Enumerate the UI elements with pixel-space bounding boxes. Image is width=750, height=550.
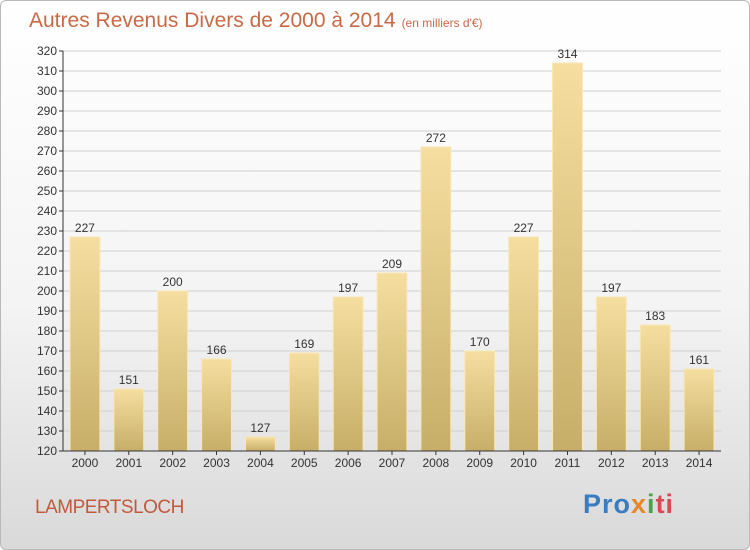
y-axis-ticks: 120 130 140 150 160 170 180 190 200 210 220 230 240 2… xyxy=(37,44,63,458)
x-tick-label: 2003 xyxy=(203,456,230,470)
y-tick-label: 320 xyxy=(37,44,57,58)
y-tick-label: 300 xyxy=(37,84,57,98)
y-tick-label: 200 xyxy=(37,284,57,298)
data-label-2006: 197 xyxy=(338,281,358,295)
data-label-2000: 227 xyxy=(75,221,95,235)
bar-2012 xyxy=(595,296,627,452)
x-tick-label: 2000 xyxy=(72,456,99,470)
data-label-2013: 183 xyxy=(645,309,665,323)
y-tick-label: 240 xyxy=(37,204,57,218)
bar-2007 xyxy=(376,272,408,452)
y-tick-label: 150 xyxy=(37,384,57,398)
axes xyxy=(62,51,721,452)
y-tick-label: 130 xyxy=(37,424,57,438)
x-tick-label: 2014 xyxy=(686,456,713,470)
proxiti-logo[interactable]: Proxiti xyxy=(583,489,674,520)
chart-title: Autres Revenus Divers de 2000 à 2014 (en … xyxy=(29,9,483,33)
y-tick-label: 280 xyxy=(37,124,57,138)
data-label-2001: 151 xyxy=(119,373,139,387)
y-tick-label: 220 xyxy=(37,244,57,258)
y-tick-label: 250 xyxy=(37,184,57,198)
bar-2011 xyxy=(552,62,583,452)
y-tick-label: 180 xyxy=(37,324,57,338)
y-tick-label: 210 xyxy=(37,264,57,278)
y-tick-label: 190 xyxy=(37,304,57,318)
y-tick-label: 230 xyxy=(37,224,57,238)
bar-2006 xyxy=(332,296,364,452)
bar-2004 xyxy=(244,436,276,452)
x-tick-label: 2002 xyxy=(159,456,186,470)
data-label-2002: 200 xyxy=(163,275,183,289)
y-tick-label: 170 xyxy=(37,344,57,358)
data-label-2008: 272 xyxy=(426,131,446,145)
y-tick-label: 310 xyxy=(37,64,57,78)
bar-2002 xyxy=(157,290,189,452)
logo-part-3: i xyxy=(647,489,656,519)
y-tick-label: 140 xyxy=(37,404,57,418)
logo-part-1: Pro xyxy=(583,489,632,519)
data-label-2004: 127 xyxy=(250,421,270,435)
bars-group: 227 151 200 166 127 169 197 209 272 170 227 314 197 1… xyxy=(69,47,715,452)
y-tick-label: 260 xyxy=(37,164,57,178)
data-label-2003: 166 xyxy=(207,343,227,357)
x-tick-label: 2010 xyxy=(510,456,537,470)
x-tick-label: 2005 xyxy=(291,456,318,470)
bar-2000 xyxy=(69,236,101,452)
bar-2001 xyxy=(113,388,145,452)
bar-2013 xyxy=(639,324,671,452)
data-label-2010: 227 xyxy=(514,221,534,235)
y-tick-label: 160 xyxy=(37,364,57,378)
y-tick-label: 270 xyxy=(37,144,57,158)
data-label-2012: 197 xyxy=(601,281,621,295)
bar-2009 xyxy=(464,350,496,452)
x-tick-label: 2004 xyxy=(247,456,274,470)
x-tick-label: 2001 xyxy=(115,456,142,470)
logo-part-2: x xyxy=(631,489,648,519)
bar-2003 xyxy=(201,358,232,452)
location-name: LAMPERTSLOCH xyxy=(35,497,184,518)
x-tick-label: 2012 xyxy=(598,456,625,470)
x-tick-label: 2006 xyxy=(335,456,362,470)
x-tick-label: 2011 xyxy=(555,456,581,470)
title-text: Autres Revenus Divers de 2000 à 2014 xyxy=(29,9,396,32)
data-label-2014: 161 xyxy=(689,353,709,367)
data-label-2007: 209 xyxy=(382,257,402,271)
y-tick-label: 290 xyxy=(37,104,57,118)
data-label-2009: 170 xyxy=(470,335,490,349)
bar-2010 xyxy=(508,236,540,452)
subtitle-text: (en milliers d'€) xyxy=(401,16,483,30)
x-axis-ticks: 2000 2001 2002 2003 2004 2005 2006 2007 2008 2009… xyxy=(72,451,713,470)
bar-2008 xyxy=(420,146,452,452)
logo-part-4: ti xyxy=(655,489,675,519)
y-tick-label: 120 xyxy=(37,444,57,458)
bar-2005 xyxy=(288,352,320,452)
data-label-2005: 169 xyxy=(294,337,314,351)
x-tick-label: 2007 xyxy=(379,456,406,470)
x-tick-label: 2009 xyxy=(466,456,493,470)
data-label-2011: 314 xyxy=(557,47,577,61)
x-tick-label: 2013 xyxy=(642,456,669,470)
x-tick-label: 2008 xyxy=(423,456,450,470)
bar-2014 xyxy=(683,368,715,452)
